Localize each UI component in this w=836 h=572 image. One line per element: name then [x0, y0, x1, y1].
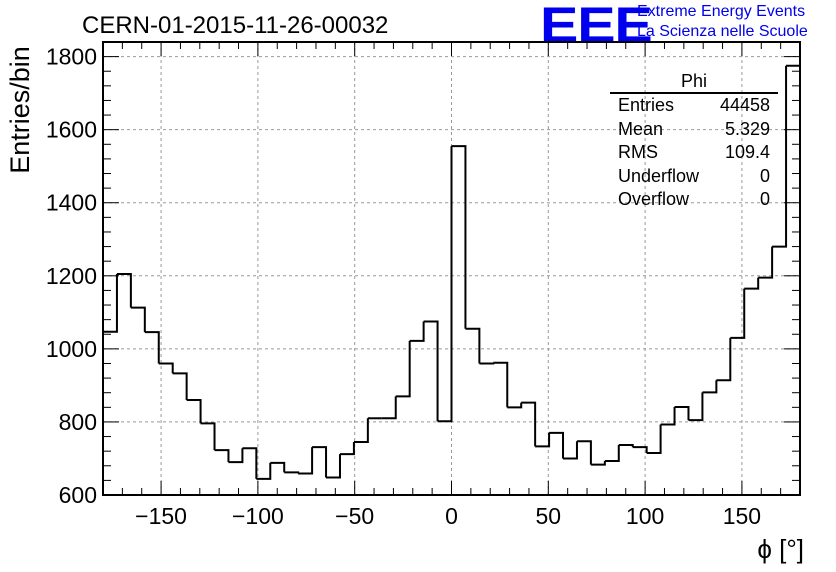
histogram-bin	[744, 277, 760, 290]
y-axis-label: Entries/bin	[5, 46, 35, 174]
stats-label: Underflow	[618, 165, 700, 186]
histogram-bin	[284, 471, 300, 474]
histogram-series	[102, 64, 800, 495]
histogram-bin	[409, 321, 425, 342]
histogram-bin	[521, 401, 537, 447]
histogram-bin	[465, 327, 481, 364]
histogram-bin	[590, 461, 606, 466]
histogram-bin	[618, 443, 634, 448]
histogram-bin	[312, 446, 328, 478]
histogram-bin	[674, 405, 690, 421]
logo-text-line1: Extreme Energy Events	[637, 3, 806, 20]
histogram-bin	[479, 362, 495, 365]
histogram-bin	[688, 392, 704, 422]
x-tick-label: 100	[626, 503, 664, 529]
stats-label: RMS	[618, 142, 658, 162]
stats-row-underflow: Underflow 0	[610, 165, 778, 189]
x-tick-label: 0	[445, 503, 458, 529]
histogram-bin	[772, 65, 788, 248]
histogram-bin	[395, 340, 411, 398]
axis-ticks	[102, 41, 801, 496]
histogram-bin	[256, 462, 272, 480]
histogram-bin	[298, 447, 314, 475]
histogram-bin	[172, 372, 188, 401]
histogram-bin	[437, 146, 453, 423]
y-tick-label: 1200	[46, 263, 97, 289]
x-tick-label: −100	[232, 503, 284, 529]
y-tick-label: 1400	[46, 190, 97, 216]
histogram-bin	[716, 337, 732, 382]
stats-label: Entries	[618, 95, 675, 115]
logo-text-line2: La Scienza nelle Scuole	[637, 23, 808, 40]
histogram-bin	[186, 399, 202, 424]
histogram-bin	[758, 246, 774, 279]
histogram-bin	[632, 446, 648, 453]
y-tick-label: 600	[59, 482, 97, 508]
histogram-bin	[576, 440, 592, 465]
histogram-bin	[507, 402, 523, 409]
stats-row-rms: RMS 109.4	[610, 141, 778, 165]
histogram-bin	[200, 422, 216, 451]
histogram-bin	[116, 272, 132, 308]
histogram-bin	[730, 288, 746, 339]
stats-title: Phi	[610, 71, 778, 94]
stats-value: 44458	[719, 95, 770, 115]
x-tick-label: 50	[536, 503, 562, 529]
histogram-bin	[130, 306, 146, 333]
histogram-bin	[270, 461, 286, 473]
histogram-bin	[381, 396, 397, 420]
stats-row-overflow: Overflow 0	[610, 188, 778, 212]
stats-row-entries: Entries 44458	[610, 94, 778, 118]
histogram-bin	[214, 449, 230, 463]
histogram-bin	[702, 380, 718, 394]
stats-value: 109.4	[724, 142, 770, 162]
histogram-bin	[228, 448, 244, 464]
stats-label: Mean	[618, 118, 664, 139]
histogram-bin	[423, 320, 439, 422]
histogram-bin	[563, 441, 578, 460]
y-tick-label: 1000	[46, 336, 97, 362]
histogram-bin	[326, 454, 341, 479]
stats-value: 0	[759, 165, 770, 186]
histogram-bin	[660, 406, 676, 426]
chart-title: CERN-01-2015-11-26-00032	[82, 12, 389, 39]
stats-row-mean: Mean 5.329	[610, 118, 778, 142]
histogram-bin	[646, 424, 662, 454]
histogram-bin	[549, 431, 565, 459]
histogram-bin	[339, 442, 355, 456]
stats-box: Phi Entries 44458 Mean 5.329 RMS 109.4 Unde…	[610, 71, 778, 212]
plot-frame	[102, 41, 801, 496]
x-tick-label: 150	[723, 503, 761, 529]
tick-labels: −150 −100 −50 0 50 100 150 600 800 1000 1200 1400 16…	[46, 44, 761, 529]
histogram-bin	[158, 362, 174, 374]
histogram-bin	[604, 444, 620, 463]
histogram-bin	[144, 331, 160, 364]
histogram-bin	[493, 361, 509, 408]
stats-value: 5.329	[724, 118, 770, 139]
y-tick-label: 800	[59, 409, 97, 435]
histogram-bin	[353, 418, 369, 444]
histogram-bin	[242, 447, 258, 479]
histogram-bin	[102, 273, 118, 495]
y-tick-label: 1600	[46, 117, 97, 143]
x-tick-label: −150	[135, 503, 187, 529]
y-tick-label: 1800	[46, 44, 97, 70]
x-axis-label: ϕ [°]	[757, 534, 804, 564]
stats-value: 0	[759, 189, 770, 209]
histogram-bin	[535, 432, 551, 448]
x-tick-label: −50	[335, 503, 374, 529]
histogram-bin	[451, 145, 467, 329]
stats-label: Overflow	[618, 189, 690, 209]
